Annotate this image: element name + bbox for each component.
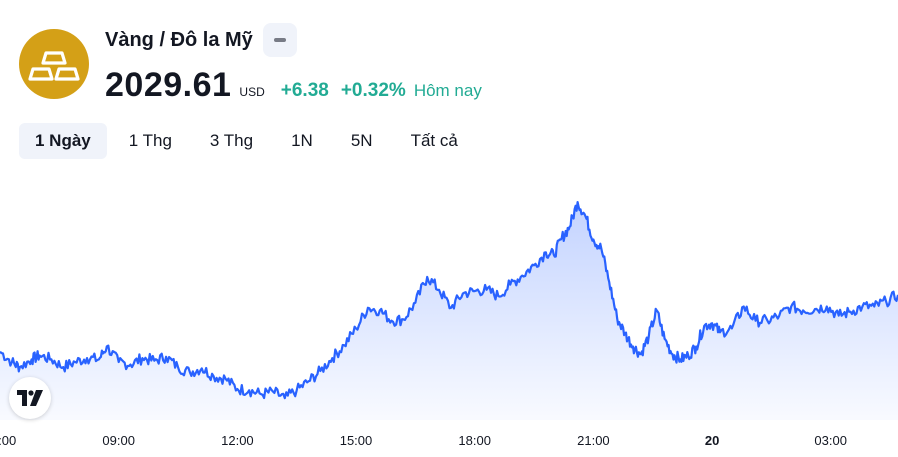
tab-5-years[interactable]: 5N [350, 131, 373, 150]
price-change-percent: +0.32% [340, 80, 406, 101]
tab-all[interactable]: Tất cả [410, 131, 458, 150]
x-tick-label: 21:00 [577, 433, 610, 448]
minus-icon[interactable] [262, 23, 297, 57]
price-line [0, 201, 898, 400]
header: Vàng / Đô la Mỹ 2029.61 USD +6.38 +0.32%… [19, 18, 879, 108]
tab-3-months[interactable]: 3 Thg [209, 131, 254, 150]
period-label: Hôm nay [413, 81, 482, 100]
x-tick-label: 18:00 [458, 433, 491, 448]
symbol-title[interactable]: Vàng / Đô la Mỹ [105, 28, 253, 51]
price-change: +6.38 [280, 80, 329, 101]
last-price: 2029.61 [105, 66, 232, 104]
x-tick-label: 20 [705, 433, 719, 448]
gold-bars-icon [19, 29, 89, 99]
price-area-fill [0, 202, 898, 420]
tab-1-day[interactable]: 1 Ngày [19, 123, 107, 159]
x-axis: 06:00 09:00 12:00 15:00 18:00 21:00 20 03:00 [0, 433, 847, 448]
range-tabs: 1 Ngày 1 Thg 3 Thg 1N 5N Tất cả [19, 123, 480, 159]
x-tick-label: 06:00 [0, 433, 16, 448]
tradingview-logo-icon[interactable] [9, 377, 51, 419]
price-row: 2029.61 USD +6.38 +0.32% Hôm nay [105, 66, 482, 105]
title-row: Vàng / Đô la Mỹ [105, 22, 297, 58]
currency-label: USD [239, 85, 265, 99]
x-tick-label: 03:00 [814, 433, 847, 448]
x-tick-label: 15:00 [340, 433, 373, 448]
x-tick-label: 12:00 [221, 433, 254, 448]
tab-1-month[interactable]: 1 Thg [128, 131, 172, 150]
tab-1-year[interactable]: 1N [291, 131, 313, 150]
x-tick-label: 09:00 [102, 433, 135, 448]
